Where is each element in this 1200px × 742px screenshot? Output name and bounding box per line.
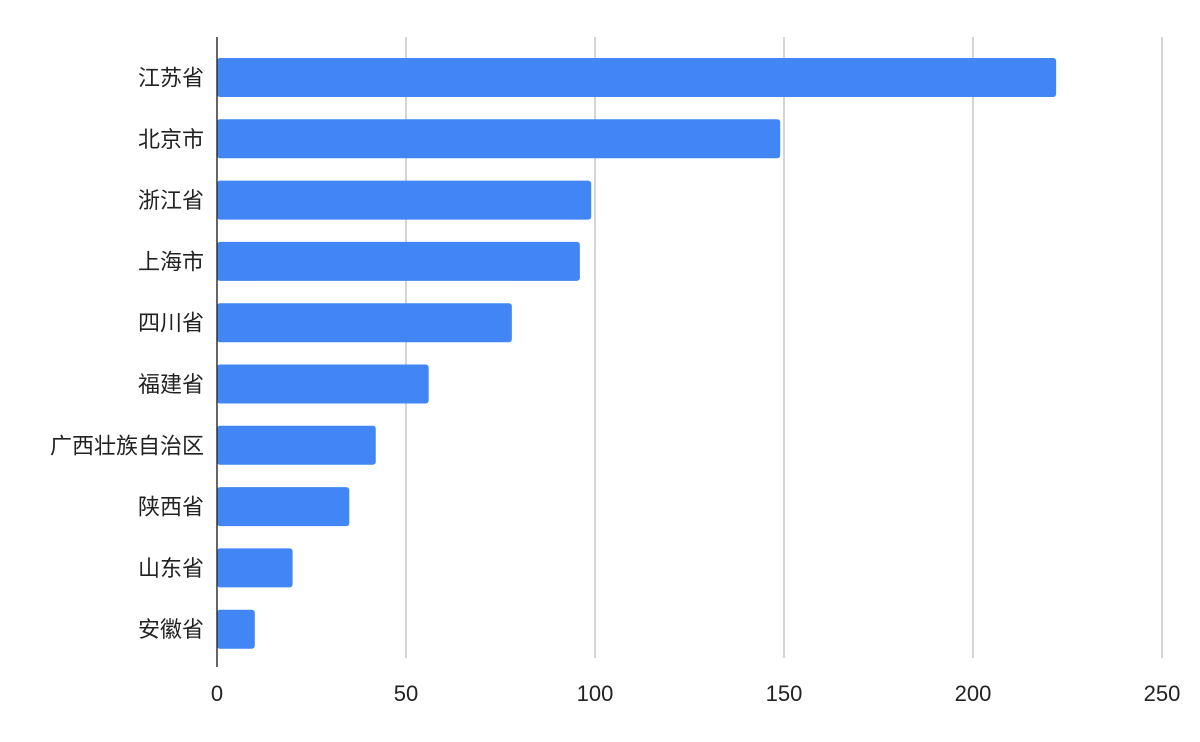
category-label: 四川省 <box>138 312 204 337</box>
bar-10 <box>217 609 255 649</box>
bar-5 <box>217 303 512 343</box>
category-label: 陕西省 <box>138 496 204 521</box>
x-tick-label: 100 <box>577 681 614 706</box>
x-tick-label: 200 <box>955 681 992 706</box>
bar-3 <box>217 180 592 220</box>
category-label: 浙江省 <box>138 189 204 214</box>
x-tick-label: 250 <box>1144 681 1181 706</box>
bar-4 <box>217 241 580 281</box>
category-label: 福建省 <box>138 373 204 398</box>
category-label: 安徽省 <box>138 618 204 643</box>
bar-7 <box>217 425 376 465</box>
bar-9 <box>217 548 293 588</box>
x-tick-label: 0 <box>211 681 223 706</box>
bar-1 <box>217 58 1057 97</box>
bar-8 <box>217 487 350 527</box>
category-label: 北京市 <box>138 128 204 153</box>
category-label: 上海市 <box>138 250 204 275</box>
labels: 0 50 100 150 200 250 江苏省北京市浙江省上海市四川省福建省广西壮族自治区… <box>50 67 1180 707</box>
category-label: 江苏省 <box>138 67 204 92</box>
category-label: 山东省 <box>138 557 204 582</box>
bar-6 <box>217 364 429 404</box>
bar-2 <box>217 119 781 159</box>
x-tick-label: 150 <box>766 681 803 706</box>
bars <box>217 58 1057 649</box>
x-tick-label: 50 <box>394 681 418 706</box>
category-label: 广西壮族自治区 <box>50 434 204 459</box>
